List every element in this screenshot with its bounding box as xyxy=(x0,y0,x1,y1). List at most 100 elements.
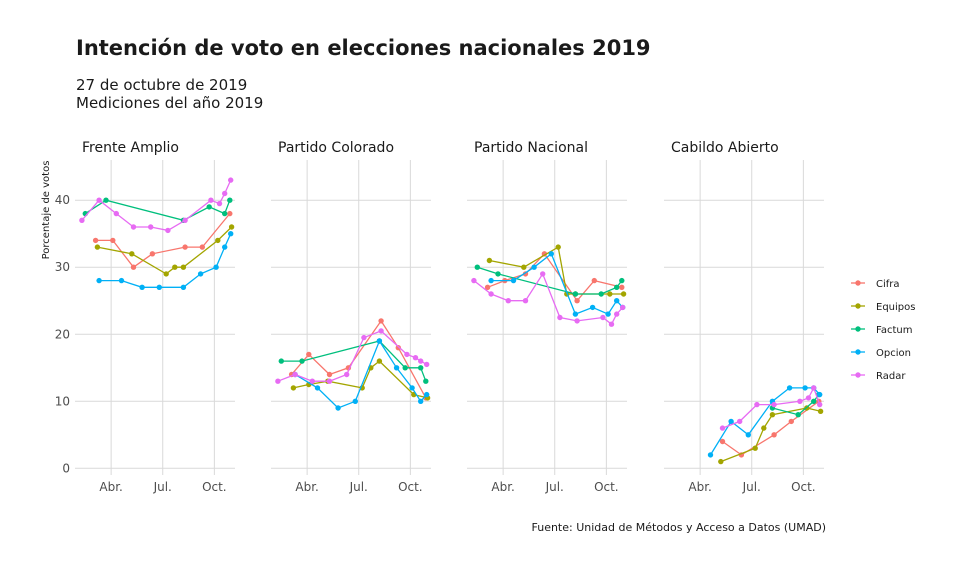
data-point-opcion xyxy=(745,432,751,438)
data-point-radar xyxy=(574,318,580,324)
data-point-opcion xyxy=(222,244,228,250)
panel-cabildo-abierto: Abr. Jul. Oct. Cabildo Abierto xyxy=(664,140,824,494)
data-point-radar xyxy=(557,314,563,321)
data-point-opcion xyxy=(817,391,823,398)
legend-key-point-equipos xyxy=(855,303,861,309)
data-point-factum xyxy=(103,197,109,203)
data-point-cifra xyxy=(149,251,156,257)
data-point-radar xyxy=(165,227,171,234)
data-point-cifra xyxy=(619,284,625,290)
chart-subtitle-date: 27 de octubre de 2019 xyxy=(76,76,248,94)
data-point-radar xyxy=(620,304,626,311)
facet-label-cabildo-abierto: Cabildo Abierto xyxy=(671,140,779,156)
data-point-factum xyxy=(423,378,429,384)
data-point-radar xyxy=(309,378,315,384)
data-point-factum xyxy=(418,365,424,371)
data-point-opcion xyxy=(488,277,494,284)
data-point-radar xyxy=(182,217,188,223)
series-line-factum xyxy=(84,199,231,221)
x-tick-label: Jul. xyxy=(153,480,172,494)
data-point-radar xyxy=(404,351,410,358)
data-point-radar xyxy=(805,395,812,401)
data-point-radar xyxy=(222,190,228,197)
data-point-radar xyxy=(719,425,726,431)
chart-subtitle-period: Mediciones del año 2019 xyxy=(76,94,264,112)
data-point-opcion xyxy=(802,385,808,391)
data-point-opcion xyxy=(424,391,430,398)
data-point-radar xyxy=(216,200,223,207)
data-point-opcion xyxy=(510,277,517,284)
data-point-cifra xyxy=(326,371,333,378)
facet-label-frente-amplio: Frente Amplio xyxy=(82,140,179,156)
data-point-radar xyxy=(811,385,817,391)
chart-title: Intención de voto en elecciones nacional… xyxy=(76,36,651,60)
data-point-equipos xyxy=(172,264,178,270)
data-point-radar xyxy=(228,177,234,183)
data-point-radar xyxy=(292,371,298,378)
x-tick-label: Oct. xyxy=(398,480,423,494)
data-point-radar xyxy=(344,371,350,378)
data-point-radar xyxy=(797,398,803,404)
data-point-opcion xyxy=(228,231,234,237)
panel-partido-nacional: Abr. Jul. Oct. Partido Nacional xyxy=(467,140,627,494)
data-point-radar xyxy=(754,401,760,408)
data-point-cifra xyxy=(395,345,401,351)
data-point-cifra xyxy=(591,277,597,284)
data-point-equipos xyxy=(486,257,493,264)
data-point-opcion xyxy=(118,277,125,284)
data-point-cifra xyxy=(92,237,99,244)
data-point-cifra xyxy=(182,244,188,250)
y-tick-label: 30 xyxy=(55,260,70,274)
data-point-cifra xyxy=(788,418,794,425)
data-point-radar xyxy=(522,298,529,304)
data-point-radar xyxy=(418,358,424,364)
x-tick-label: Jul. xyxy=(349,480,368,494)
legend-label-factum: Factum xyxy=(876,325,912,336)
data-point-radar xyxy=(614,311,620,317)
x-tick-label: Jul. xyxy=(545,480,564,494)
data-point-equipos xyxy=(215,237,221,244)
data-point-equipos xyxy=(607,291,613,297)
data-point-cifra xyxy=(378,318,384,324)
data-point-factum xyxy=(614,284,620,290)
x-tick-label: Oct. xyxy=(202,480,227,494)
data-point-opcion xyxy=(418,398,424,404)
data-point-opcion xyxy=(352,398,358,404)
legend-label-cifra: Cifra xyxy=(876,279,900,290)
data-point-radar xyxy=(326,378,333,384)
data-point-radar xyxy=(471,277,477,284)
data-point-radar xyxy=(608,321,615,327)
data-point-radar xyxy=(505,298,511,304)
data-point-factum xyxy=(795,412,801,418)
data-point-opcion xyxy=(531,264,537,270)
legend-label-opcion: Opcion xyxy=(876,348,911,359)
data-point-opcion xyxy=(139,284,145,290)
data-point-opcion xyxy=(605,311,611,317)
data-point-equipos xyxy=(521,264,527,270)
data-point-radar xyxy=(412,355,419,361)
data-point-opcion xyxy=(213,264,219,270)
legend-label-equipos: Equipos xyxy=(876,302,915,313)
legend-label-radar: Radar xyxy=(876,371,906,382)
data-point-cifra xyxy=(227,210,233,217)
data-point-factum xyxy=(227,197,233,203)
legend: Cifra Equipos Factum Opcion Radar xyxy=(851,279,915,382)
facet-label-partido-colorado: Partido Colorado xyxy=(278,140,394,156)
data-point-radar xyxy=(361,334,367,341)
data-point-cifra xyxy=(110,237,116,244)
data-point-radar xyxy=(208,197,214,203)
data-point-radar xyxy=(424,361,430,368)
data-point-radar xyxy=(540,271,546,277)
data-point-factum xyxy=(299,358,305,364)
data-point-equipos xyxy=(769,412,776,418)
data-point-factum xyxy=(495,271,501,277)
data-point-factum xyxy=(572,291,579,297)
panel-partido-colorado: Abr. Jul. Oct. Partido Colorado xyxy=(271,140,431,494)
data-point-factum xyxy=(222,210,228,217)
legend-key-point-factum xyxy=(855,326,861,332)
data-point-opcion xyxy=(335,405,341,411)
data-point-opcion xyxy=(707,452,714,458)
data-point-radar xyxy=(79,217,85,223)
data-point-equipos xyxy=(718,458,724,465)
data-point-radar xyxy=(737,418,743,425)
